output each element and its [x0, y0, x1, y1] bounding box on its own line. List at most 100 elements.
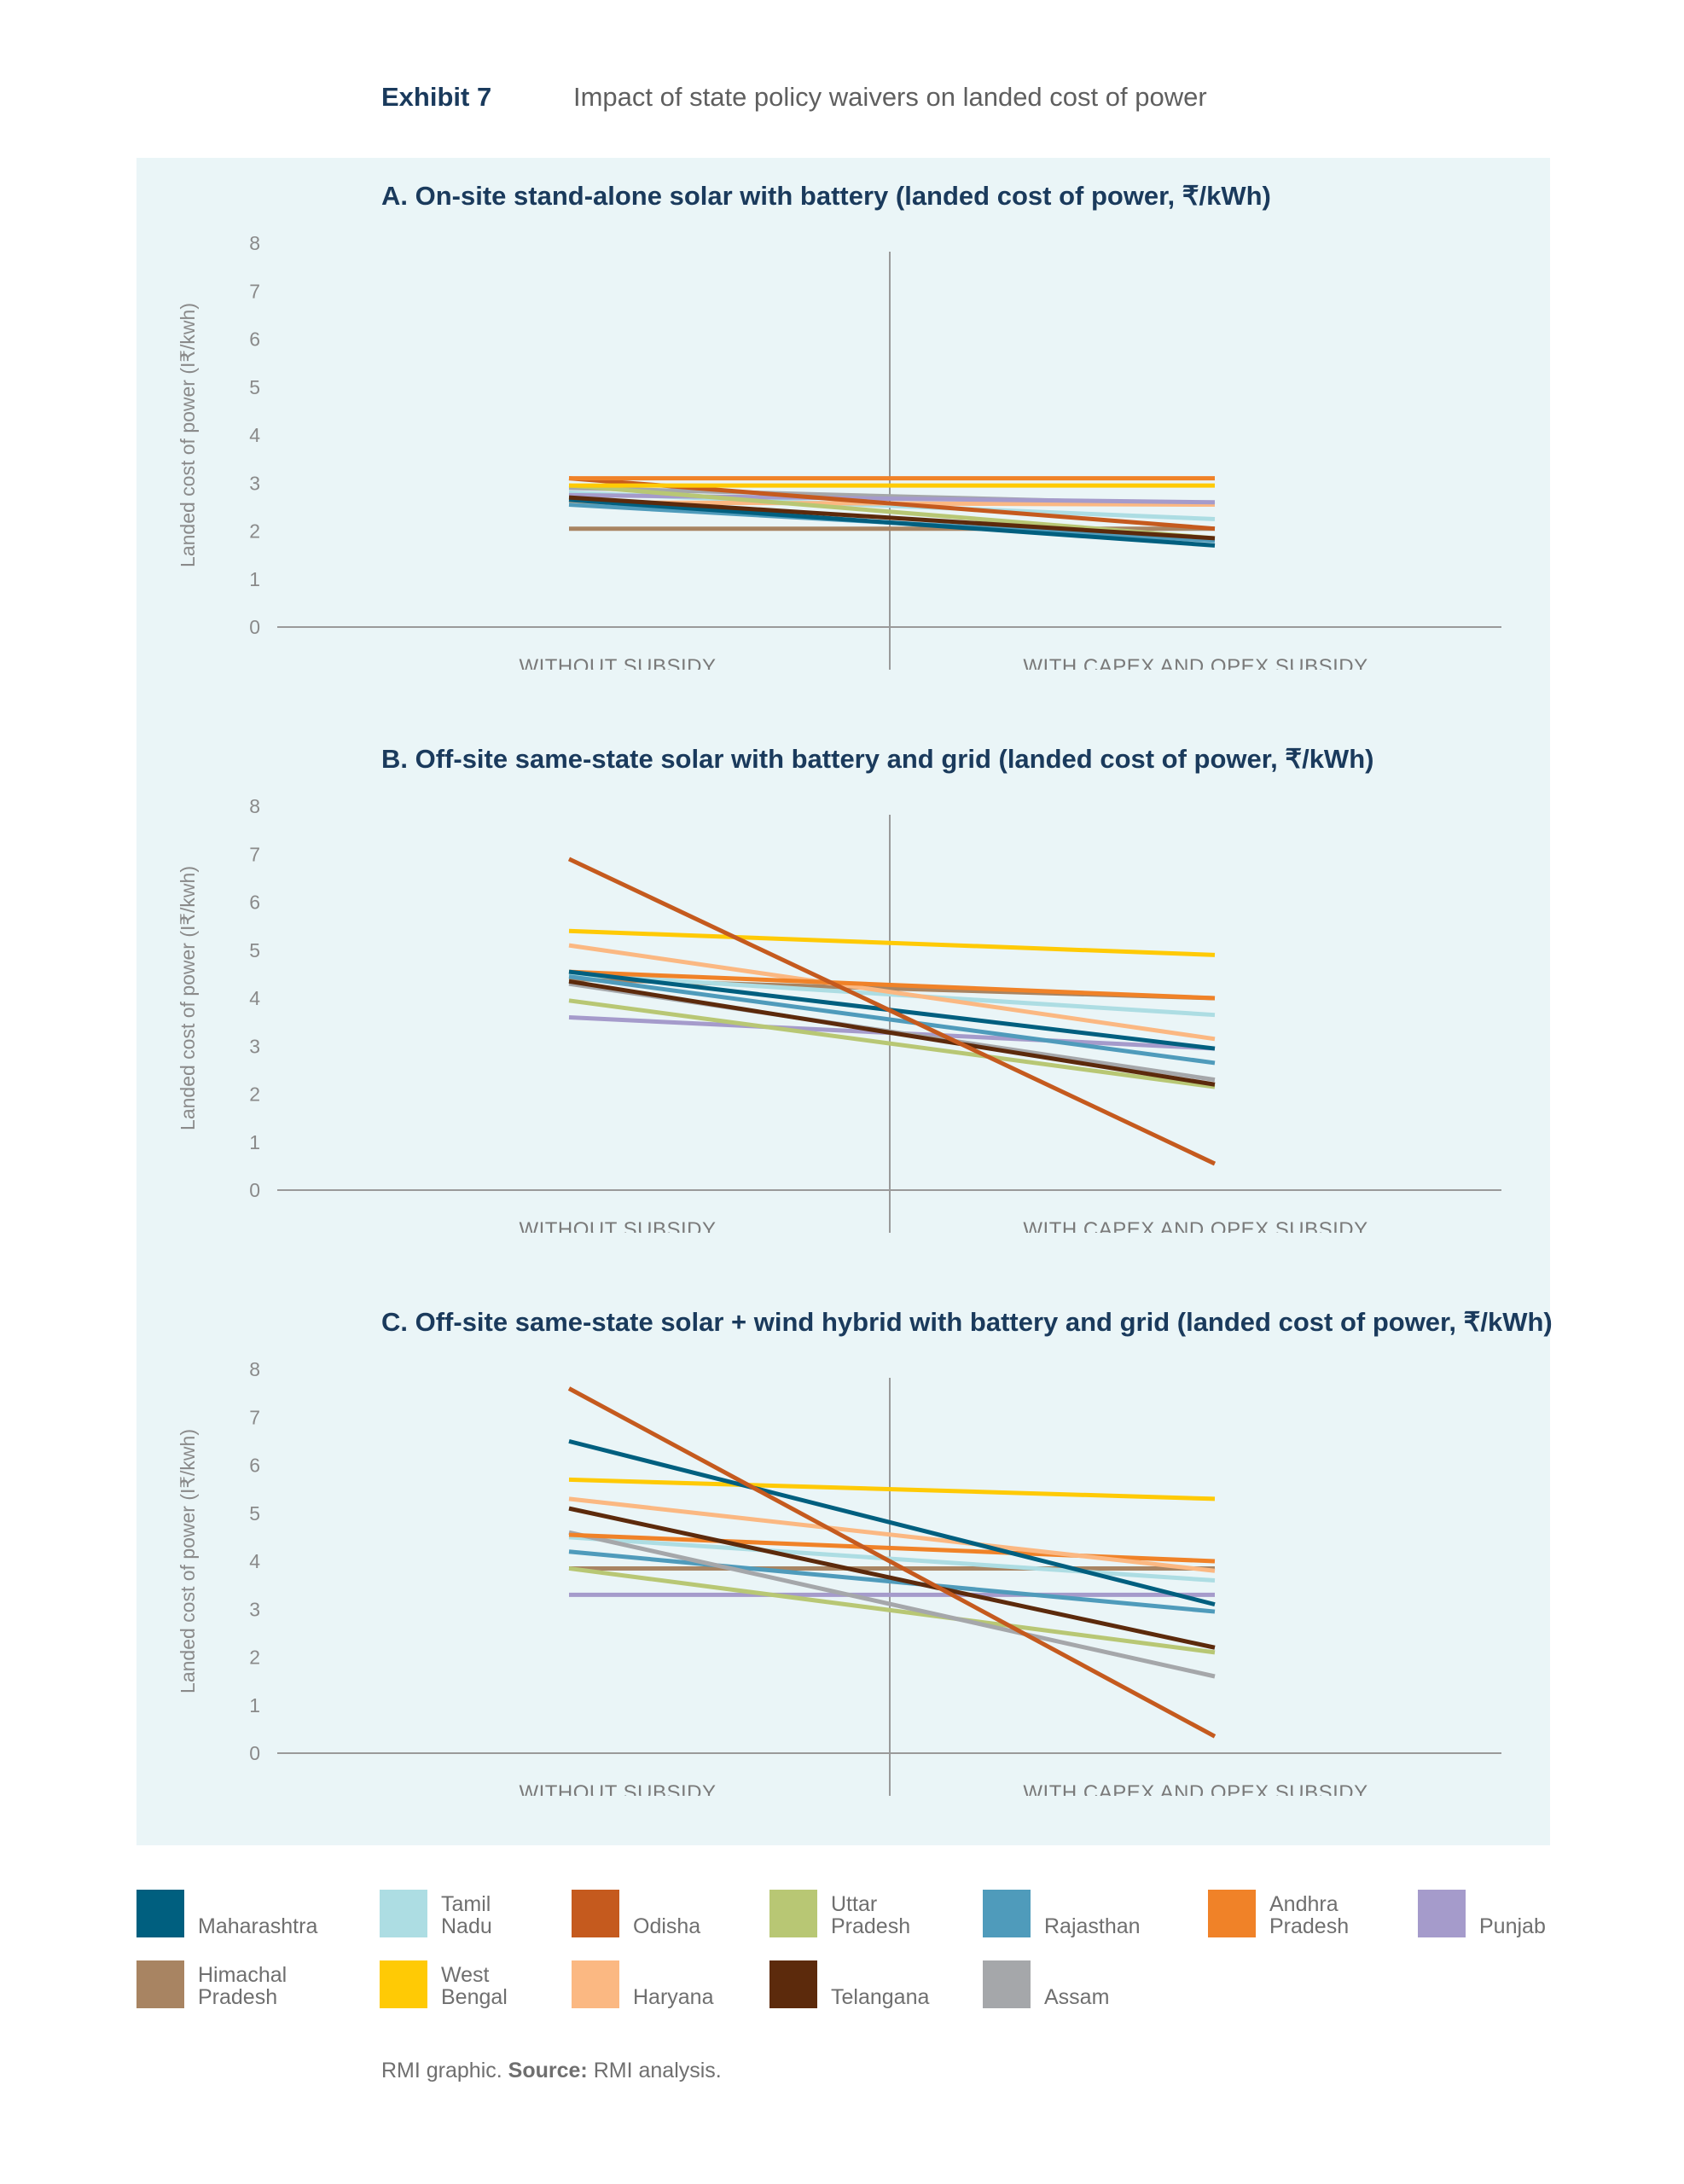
legend-label: West Bengal — [441, 1963, 508, 2009]
footer-prefix: RMI graphic. — [381, 2059, 508, 2082]
y-tick-label: 6 — [249, 328, 260, 351]
y-axis-label: Landed cost of power (I₹/kwh) — [177, 866, 199, 1130]
legend-item: West Bengal — [380, 1960, 578, 2008]
y-tick-label: 0 — [249, 1742, 260, 1764]
y-tick-label: 3 — [249, 1598, 260, 1620]
series-line — [568, 1549, 1216, 1614]
series-line — [568, 1438, 1216, 1607]
legend-label: Haryana — [633, 1985, 714, 2009]
chart-title: B. Off-site same-state solar with batter… — [381, 744, 1373, 774]
series-line — [568, 969, 1216, 1001]
y-tick-label: 2 — [249, 1647, 260, 1669]
y-tick-label: 6 — [249, 1455, 260, 1477]
series-line — [568, 1506, 1216, 1650]
legend-swatch — [769, 1960, 817, 2008]
legend-item: Uttar Pradesh — [769, 1890, 967, 1937]
y-tick-label: 4 — [249, 1550, 260, 1572]
x-category-label: WITHOUT SUBSIDY — [519, 655, 716, 670]
y-tick-label: 4 — [249, 987, 260, 1009]
series-line — [568, 1530, 1216, 1679]
legend-item: Rajasthan — [983, 1890, 1181, 1937]
y-tick-label: 2 — [249, 1083, 260, 1106]
y-tick-label: 7 — [249, 1406, 260, 1428]
legend-label: Assam — [1044, 1985, 1110, 2009]
y-tick-label: 3 — [249, 472, 260, 494]
legend-swatch — [1208, 1890, 1256, 1937]
series-line — [568, 495, 1216, 541]
chart-title: C. Off-site same-state solar + wind hybr… — [381, 1307, 1553, 1337]
legend-swatch — [572, 1960, 619, 2008]
y-tick-label: 5 — [249, 939, 260, 961]
legend-swatch — [136, 1890, 184, 1937]
series-line — [568, 1496, 1216, 1573]
legend-label: Andhra Pradesh — [1269, 1892, 1350, 1938]
y-tick-label: 2 — [249, 520, 260, 543]
legend-swatch — [380, 1890, 427, 1937]
y-tick-label: 3 — [249, 1035, 260, 1057]
legend-item: Haryana — [572, 1960, 769, 2008]
series-line — [568, 974, 1216, 1066]
y-tick-label: 1 — [249, 1694, 260, 1716]
legend-item: Tamil Nadu — [380, 1890, 578, 1937]
series-line — [568, 943, 1216, 1042]
legend-label: Odisha — [633, 1914, 701, 1938]
footer-source-label: Source: — [508, 2059, 588, 2082]
y-axis-label: Landed cost of power (I₹/kwh) — [177, 303, 199, 567]
legend-item: Telangana — [769, 1960, 967, 2008]
chart-title: A. On-site stand-alone solar with batter… — [381, 181, 1271, 211]
chart-b-off-site-solar: B. Off-site same-state solar with batter… — [177, 744, 1501, 1233]
legend-swatch — [983, 1960, 1031, 2008]
charts-panel-background — [136, 158, 1550, 1845]
legend-swatch — [769, 1890, 817, 1937]
x-category-label: WITHOUT SUBSIDY — [519, 1218, 716, 1233]
series-line — [568, 972, 1216, 1018]
legend: Maharashtra Tamil Nadu Odisha Uttar Pradesh… — [136, 1890, 1587, 2018]
legend-swatch — [983, 1890, 1031, 1937]
exhibit-header: Exhibit 7 Impact of state policy waivers… — [381, 82, 1207, 119]
series-line — [567, 857, 1217, 1166]
footer-source-note: RMI graphic. Source: RMI analysis. — [381, 2059, 722, 2083]
y-tick-label: 8 — [249, 1358, 260, 1380]
y-tick-label: 7 — [249, 280, 260, 302]
legend-item: Himachal Pradesh — [136, 1960, 334, 2008]
y-tick-label: 1 — [249, 568, 260, 590]
series-line — [568, 1565, 1216, 1655]
legend-item: Andhra Pradesh — [1208, 1890, 1406, 1937]
y-tick-label: 7 — [249, 843, 260, 865]
chart-c-off-site-hybrid: C. Off-site same-state solar + wind hybr… — [177, 1307, 1553, 1796]
series-line — [568, 979, 1216, 1087]
y-tick-label: 5 — [249, 376, 260, 398]
legend-label: Himachal Pradesh — [198, 1963, 287, 2009]
legend-swatch — [1418, 1890, 1466, 1937]
legend-label: Telangana — [831, 1985, 930, 2009]
y-tick-label: 5 — [249, 1502, 260, 1525]
series-line — [568, 1535, 1216, 1583]
legend-label: Tamil Nadu — [441, 1892, 492, 1938]
y-tick-label: 0 — [249, 1179, 260, 1201]
legend-item: Punjab — [1418, 1890, 1616, 1937]
chart-a-on-site-solar: A. On-site stand-alone solar with batter… — [177, 181, 1501, 670]
series-line — [567, 1386, 1217, 1739]
y-tick-label: 8 — [249, 232, 260, 254]
legend-swatch — [572, 1890, 619, 1937]
y-tick-label: 6 — [249, 892, 260, 914]
series-line — [568, 1477, 1216, 1502]
legend-swatch — [380, 1960, 427, 2008]
legend-item: Odisha — [572, 1890, 769, 1937]
series-line — [568, 998, 1216, 1089]
footer-source-text: RMI analysis. — [587, 2059, 722, 2082]
series-line — [568, 497, 1216, 548]
y-tick-label: 4 — [249, 424, 260, 446]
x-category-label: WITHOUT SUBSIDY — [519, 1781, 716, 1796]
y-axis-label: Landed cost of power (I₹/kwh) — [177, 1429, 199, 1693]
legend-label: Rajasthan — [1044, 1914, 1141, 1938]
y-tick-label: 0 — [249, 616, 260, 638]
exhibit-title: Impact of state policy waivers on landed… — [573, 82, 1207, 112]
y-tick-label: 8 — [249, 795, 260, 817]
y-tick-label: 1 — [249, 1131, 260, 1153]
x-category-label: WITH CAPEX AND OPEX SUBSIDY — [1023, 1781, 1368, 1796]
x-category-label: WITH CAPEX AND OPEX SUBSIDY — [1023, 655, 1368, 670]
legend-item: Assam — [983, 1960, 1181, 2008]
legend-item: Maharashtra — [136, 1890, 334, 1937]
legend-label: Maharashtra — [198, 1914, 318, 1938]
